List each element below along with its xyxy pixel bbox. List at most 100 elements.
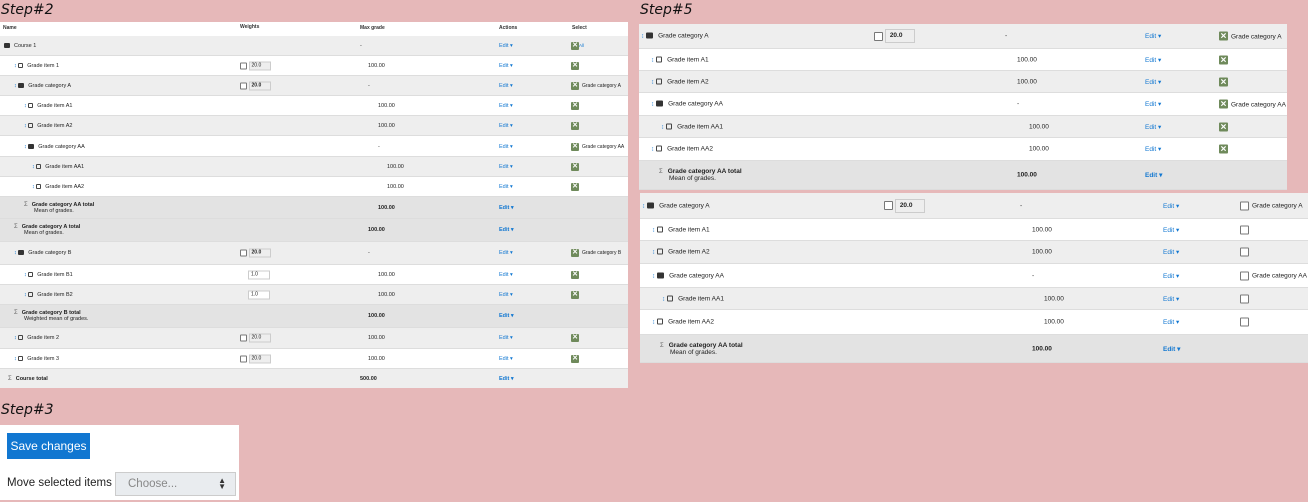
weight-input[interactable]: 20.0 bbox=[248, 333, 271, 343]
move-icon[interactable]: ↕ bbox=[652, 318, 656, 326]
weight-input[interactable]: 20.0 bbox=[248, 248, 271, 258]
select-checkbox[interactable]: ✕ bbox=[571, 61, 579, 70]
move-icon[interactable]: ↕ bbox=[24, 291, 27, 298]
edit-menu[interactable]: Edit ▾ bbox=[499, 313, 514, 319]
select-checkbox[interactable]: ✕ bbox=[571, 182, 579, 191]
edit-menu[interactable]: Edit ▾ bbox=[1163, 226, 1179, 234]
move-icon[interactable]: ↕ bbox=[662, 295, 666, 302]
weight-override-checkbox[interactable] bbox=[240, 249, 247, 257]
move-icon[interactable]: ↕ bbox=[14, 335, 17, 341]
edit-menu[interactable]: Edit ▾ bbox=[1145, 123, 1161, 131]
select-cell: ✕ bbox=[1219, 122, 1228, 131]
weight-input[interactable]: 20.0 bbox=[884, 29, 915, 43]
weight-override-checkbox[interactable] bbox=[884, 201, 893, 210]
save-changes-button[interactable]: Save changes bbox=[7, 433, 90, 459]
weight-input[interactable]: 20.0 bbox=[894, 198, 925, 213]
select-checkbox[interactable] bbox=[1240, 317, 1249, 327]
select-checkbox[interactable]: ✕ bbox=[1219, 99, 1228, 109]
select-checkbox[interactable] bbox=[1240, 294, 1249, 303]
edit-menu[interactable]: Edit ▾ bbox=[499, 335, 513, 341]
move-icon[interactable]: ↕ bbox=[14, 82, 17, 89]
select-checkbox[interactable]: ✕ bbox=[1219, 31, 1228, 41]
select-checkbox[interactable] bbox=[1240, 247, 1249, 257]
move-icon[interactable]: ↕ bbox=[652, 272, 656, 279]
select-checkbox[interactable]: ✕ bbox=[571, 249, 579, 257]
weight-override-checkbox[interactable] bbox=[240, 82, 247, 89]
weight-input[interactable]: 1.0 bbox=[248, 270, 270, 279]
select-all-link[interactable]: All bbox=[579, 42, 585, 48]
select-checkbox[interactable]: ✕ bbox=[571, 81, 579, 90]
select-checkbox[interactable]: ✕ bbox=[571, 270, 579, 279]
edit-menu[interactable]: Edit ▾ bbox=[499, 103, 513, 109]
edit-menu[interactable]: Edit ▾ bbox=[1145, 145, 1161, 153]
move-icon[interactable]: ↕ bbox=[651, 78, 655, 85]
edit-menu[interactable]: Edit ▾ bbox=[499, 376, 514, 382]
move-icon[interactable]: ↕ bbox=[651, 145, 655, 153]
select-checkbox[interactable]: ✕ bbox=[571, 142, 579, 151]
edit-menu[interactable]: Edit ▾ bbox=[499, 83, 513, 89]
edit-menu[interactable]: Edit ▾ bbox=[1145, 78, 1161, 86]
edit-menu[interactable]: Edit ▾ bbox=[499, 43, 513, 49]
edit-menu[interactable]: Edit ▾ bbox=[1163, 248, 1179, 256]
edit-menu[interactable]: Edit ▾ bbox=[1163, 318, 1179, 326]
select-checkbox[interactable]: ✕ bbox=[1219, 144, 1228, 154]
move-icon[interactable]: ↕ bbox=[32, 183, 35, 190]
move-icon[interactable]: ↕ bbox=[661, 123, 665, 130]
select-checkbox[interactable]: ✕ bbox=[571, 101, 579, 110]
weight-override-checkbox[interactable] bbox=[240, 62, 247, 69]
weight-input[interactable]: 20.0 bbox=[248, 354, 271, 363]
move-icon[interactable]: ↕ bbox=[24, 271, 27, 278]
weight-override-checkbox[interactable] bbox=[874, 31, 883, 41]
select-checkbox[interactable] bbox=[1240, 271, 1249, 280]
move-icon[interactable]: ↕ bbox=[32, 163, 35, 170]
move-icon[interactable]: ↕ bbox=[651, 56, 655, 63]
move-icon[interactable]: ↕ bbox=[651, 100, 655, 108]
move-icon[interactable]: ↕ bbox=[14, 250, 17, 256]
edit-menu[interactable]: Edit ▾ bbox=[1163, 272, 1179, 280]
edit-menu[interactable]: Edit ▾ bbox=[499, 250, 513, 256]
move-icon[interactable]: ↕ bbox=[641, 32, 645, 40]
select-checkbox[interactable]: ✕ bbox=[571, 290, 579, 299]
select-checkbox[interactable]: ✕ bbox=[1219, 122, 1228, 131]
edit-menu[interactable]: Edit ▾ bbox=[499, 205, 514, 211]
weight-override-checkbox[interactable] bbox=[240, 334, 247, 342]
select-checkbox[interactable] bbox=[1240, 201, 1249, 210]
edit-menu[interactable]: Edit ▾ bbox=[499, 63, 513, 69]
edit-menu[interactable]: Edit ▾ bbox=[499, 164, 513, 170]
edit-menu[interactable]: Edit ▾ bbox=[499, 184, 513, 190]
edit-menu[interactable]: Edit ▾ bbox=[499, 292, 513, 298]
edit-menu[interactable]: Edit ▾ bbox=[1145, 56, 1161, 64]
select-checkbox[interactable]: ✕ bbox=[571, 121, 579, 130]
move-icon[interactable]: ↕ bbox=[652, 226, 656, 233]
select-checkbox[interactable]: ✕ bbox=[1219, 55, 1228, 64]
select-checkbox[interactable]: ✕ bbox=[1219, 77, 1228, 86]
weight-override-checkbox[interactable] bbox=[240, 355, 247, 362]
move-icon[interactable]: ↕ bbox=[652, 248, 656, 256]
edit-menu[interactable]: Edit ▾ bbox=[499, 356, 513, 362]
move-icon[interactable]: ↕ bbox=[24, 143, 27, 150]
edit-menu[interactable]: Edit ▾ bbox=[499, 272, 513, 278]
select-checkbox[interactable]: ✕ bbox=[571, 354, 579, 363]
select-checkbox[interactable] bbox=[1240, 225, 1249, 234]
edit-menu[interactable]: Edit ▾ bbox=[1145, 32, 1161, 40]
move-icon[interactable]: ↕ bbox=[24, 122, 27, 129]
edit-menu[interactable]: Edit ▾ bbox=[1163, 295, 1179, 303]
edit-menu[interactable]: Edit ▾ bbox=[499, 123, 513, 129]
edit-menu[interactable]: Edit ▾ bbox=[499, 144, 513, 150]
weight-input[interactable]: 20.0 bbox=[248, 61, 271, 70]
select-checkbox[interactable]: ✕ bbox=[571, 41, 579, 50]
select-checkbox[interactable]: ✕ bbox=[571, 162, 579, 171]
edit-menu[interactable]: Edit ▾ bbox=[1163, 202, 1179, 210]
move-to-select[interactable]: Choose... ▲ ▼ bbox=[115, 472, 236, 496]
weight-input[interactable]: 1.0 bbox=[248, 290, 270, 299]
move-icon[interactable]: ↕ bbox=[642, 202, 646, 209]
weight-input[interactable]: 20.0 bbox=[248, 81, 271, 90]
edit-menu[interactable]: Edit ▾ bbox=[1163, 345, 1180, 353]
move-icon[interactable]: ↕ bbox=[24, 102, 27, 109]
move-icon[interactable]: ↕ bbox=[14, 62, 17, 69]
edit-menu[interactable]: Edit ▾ bbox=[1145, 171, 1162, 179]
move-icon[interactable]: ↕ bbox=[14, 355, 17, 362]
edit-menu[interactable]: Edit ▾ bbox=[1145, 100, 1161, 108]
select-checkbox[interactable]: ✕ bbox=[571, 334, 579, 342]
edit-menu[interactable]: Edit ▾ bbox=[499, 227, 514, 233]
